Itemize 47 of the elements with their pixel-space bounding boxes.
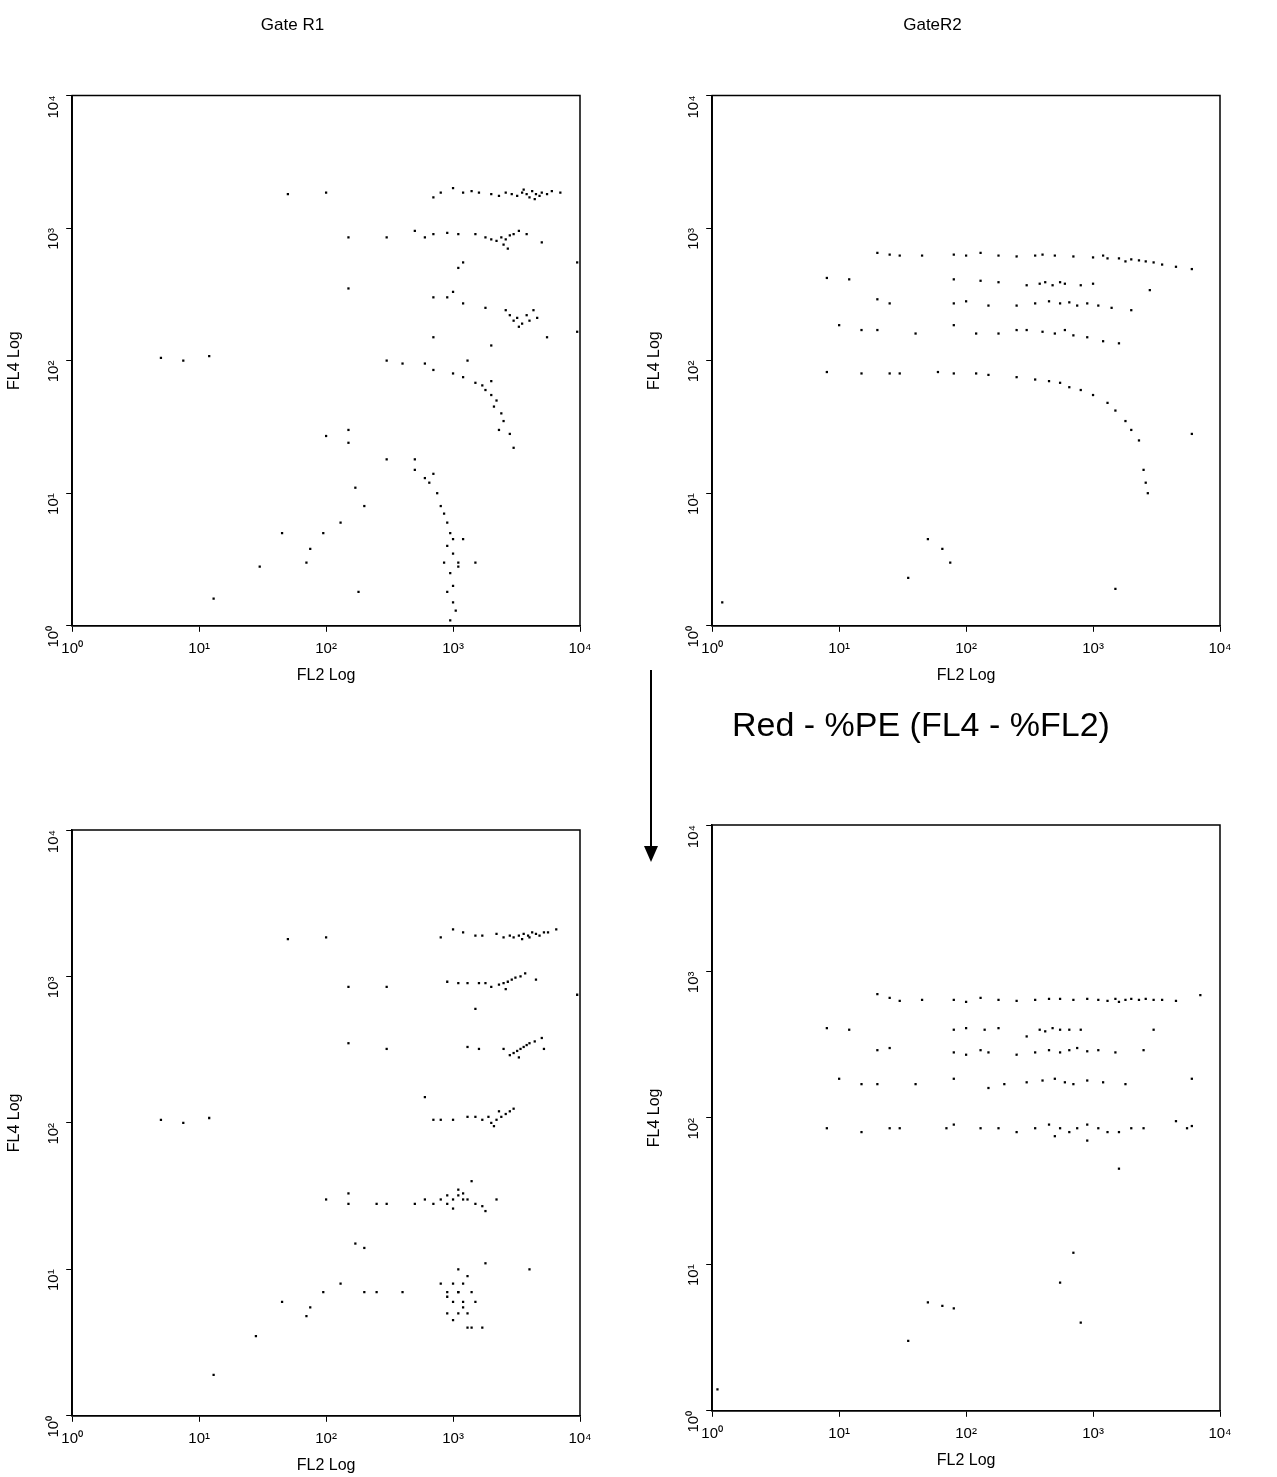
x-tick-label: 10⁴ [568, 1428, 592, 1446]
x-axis-title: FL2 Log [296, 665, 356, 683]
x-tick-label: 10¹ [828, 638, 850, 656]
y-tick-label: 10⁴ [684, 825, 702, 849]
y-tick-label: 10⁴ [684, 95, 702, 119]
x-axis-title: FL2 Log [296, 1455, 356, 1473]
x-tick-label: 10¹ [828, 1423, 850, 1441]
x-tick-label: 10⁴ [1208, 638, 1232, 656]
x-tick-label: 10³ [1082, 638, 1104, 656]
x-axis-title: FL2 Log [936, 665, 996, 683]
text: Red - %PE (FL4 - %FL2) [732, 705, 1110, 743]
x-tick-label: 10³ [442, 1428, 464, 1446]
y-tick-label: 10² [44, 360, 62, 383]
y-tick-label: 10³ [44, 976, 62, 999]
x-tick-label: 10⁰ [61, 638, 84, 656]
y-tick-label: 10¹ [44, 1269, 62, 1292]
y-axis-title: FL4 Log [645, 1088, 663, 1148]
y-tick-label: 10² [44, 1122, 62, 1145]
x-tick-label: 10⁴ [1208, 1423, 1232, 1441]
x-tick-label: 10² [315, 1428, 337, 1446]
x-tick-label: 10⁰ [61, 1428, 84, 1446]
x-tick-label: 10³ [1082, 1423, 1104, 1441]
x-tick-label: 10² [315, 638, 337, 656]
y-axis-title: FL4 Log [5, 1093, 23, 1153]
y-tick-label: 10³ [684, 971, 702, 994]
x-tick-label: 10¹ [188, 1428, 210, 1446]
x-axis-title: FL2 Log [936, 1450, 996, 1468]
y-tick-label: 10⁴ [44, 95, 62, 119]
y-axis-title: FL4 Log [645, 331, 663, 390]
y-tick-label: 10³ [44, 228, 62, 250]
y-tick-label: 10¹ [684, 1264, 702, 1287]
y-tick-label: 10² [684, 360, 702, 383]
x-tick-label: 10³ [442, 638, 464, 656]
y-tick-label: 10³ [684, 228, 702, 250]
x-tick-label: 10² [955, 638, 977, 656]
y-tick-label: 10¹ [44, 493, 62, 515]
x-tick-label: 10⁴ [568, 638, 592, 656]
x-tick-label: 10⁰ [701, 1423, 724, 1441]
y-axis-title: FL4 Log [5, 331, 23, 390]
chart-title: GateR2 [903, 14, 962, 34]
y-tick-label: 10² [684, 1117, 702, 1140]
x-tick-label: 10¹ [188, 638, 210, 656]
chart-title: Gate R1 [260, 14, 325, 34]
y-tick-label: 10⁴ [44, 830, 62, 854]
y-tick-label: 10¹ [684, 493, 702, 515]
x-tick-label: 10² [955, 1423, 977, 1441]
x-tick-label: 10⁰ [701, 638, 724, 656]
